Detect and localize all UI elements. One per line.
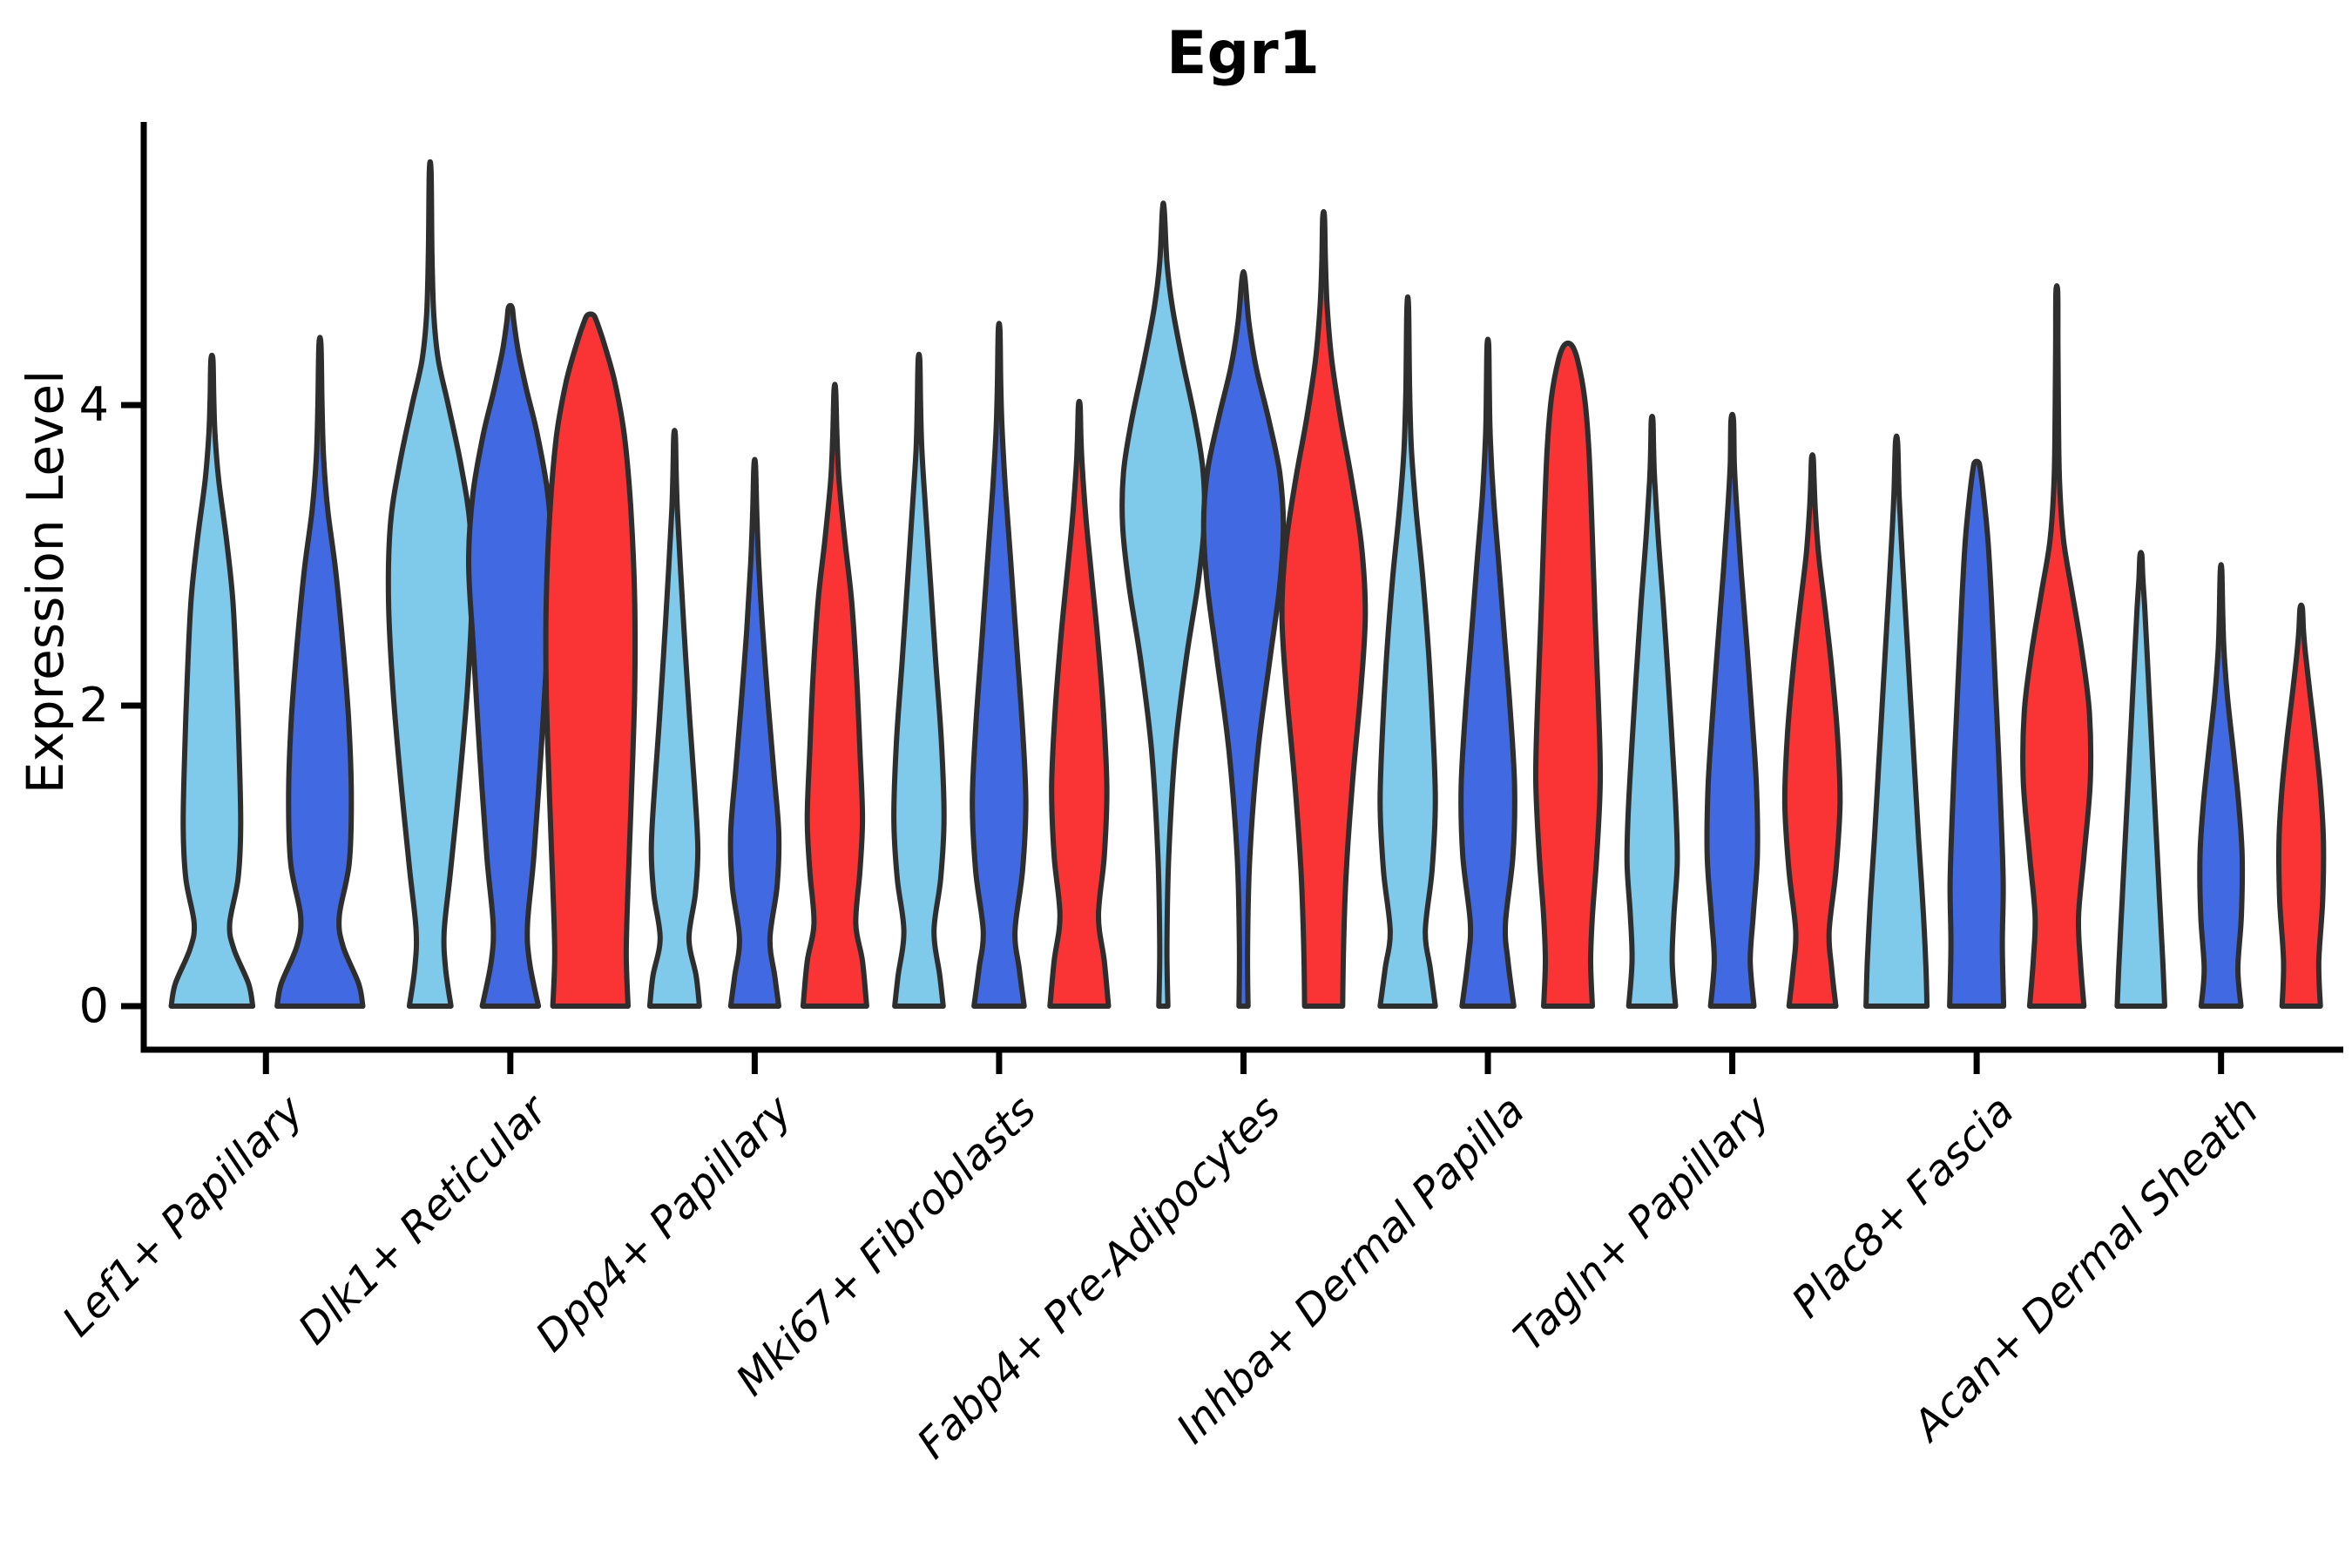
violin-red xyxy=(2020,283,2094,1009)
violin-red xyxy=(1781,452,1843,1009)
violin-light_blue xyxy=(646,428,702,1009)
violin-light_blue xyxy=(1377,294,1438,1009)
violin-dark_blue xyxy=(1200,268,1287,1009)
violin-dark_blue xyxy=(727,456,782,1009)
violin-red xyxy=(1532,340,1604,1009)
violin-red xyxy=(2276,602,2327,1009)
violin-dark_blue xyxy=(970,321,1029,1009)
violin-light_blue xyxy=(385,159,475,1009)
y-tick-label: 0 xyxy=(78,978,109,1033)
violin-dark_blue xyxy=(274,335,366,1009)
violin-dark_blue xyxy=(1458,336,1517,1009)
chart-title: Egr1 xyxy=(1166,19,1320,88)
violin-red xyxy=(1279,208,1369,1009)
violin-red xyxy=(1047,398,1112,1009)
violin-light_blue xyxy=(2114,550,2167,1009)
violin-dark_blue xyxy=(1704,411,1761,1009)
axis-spines xyxy=(140,122,2343,1053)
violin-dark_blue xyxy=(2197,562,2246,1009)
violin-dark_blue xyxy=(1947,458,2007,1009)
violin-light_blue xyxy=(168,352,256,1009)
violin-dark_blue xyxy=(465,302,555,1009)
y-tick-label: 4 xyxy=(78,377,109,432)
violin-light_blue xyxy=(1624,413,1680,1009)
violin-red xyxy=(800,382,869,1009)
violin-light_blue xyxy=(891,351,947,1009)
y-tick-label: 2 xyxy=(78,678,109,733)
violin-light_blue xyxy=(1119,200,1207,1009)
violin-red xyxy=(543,311,639,1009)
violin-light_blue xyxy=(1863,433,1930,1009)
